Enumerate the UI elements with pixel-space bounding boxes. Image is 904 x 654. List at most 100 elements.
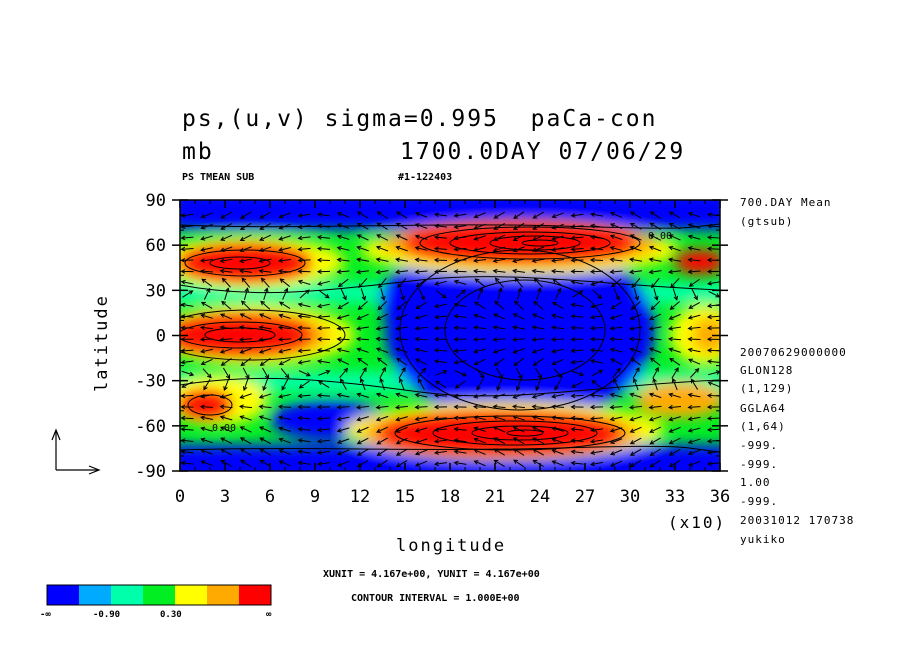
wind-vector-head [200,415,206,421]
wind-vector [239,270,253,273]
wind-vector-head [200,225,206,230]
wind-vector-head [453,426,459,432]
x-multiplier: (x10) [668,513,727,532]
wind-vector [298,213,311,217]
wind-vector [454,360,467,364]
wind-vector-head [535,385,540,392]
wind-vector [650,437,661,445]
x-tick-label: 12 [350,487,370,507]
wind-vector-head [473,258,478,263]
wind-vector [182,290,193,298]
wind-vector-head [317,438,322,444]
x-tick-label: 33 [665,487,685,507]
wind-vector-head [649,357,655,363]
wind-vector-head [579,371,585,377]
wind-vector-head [629,257,635,263]
wind-vector [337,416,350,420]
wind-vector [279,416,291,421]
wind-vector-head [336,315,342,320]
wind-vector-head [687,404,693,410]
wind-vector-head [668,451,674,456]
wind-vector [590,394,604,397]
wind-vector [591,303,603,308]
wind-vector-head [551,460,557,465]
wind-vector-head [570,235,576,241]
wind-vector-head [397,283,402,289]
wind-vector [688,259,701,262]
wind-vector-head [532,236,538,241]
wind-vector [669,313,681,320]
wind-vector [201,235,213,240]
wind-vector-head [610,462,616,467]
wind-vector-head [609,336,615,342]
wind-vector-head [629,326,635,331]
wind-vector [339,368,348,379]
wind-vector-head [610,211,616,217]
wind-vector [512,270,526,273]
wind-vector [612,368,621,379]
wind-vector-head [433,257,439,263]
wind-vector-head [453,257,459,263]
wind-vector-head [609,404,615,410]
wind-vector [240,258,252,262]
wind-vector [377,211,388,219]
wind-vector-head [629,347,635,352]
wind-vector [317,349,331,352]
wind-vector [552,427,564,432]
wind-vector [279,438,291,444]
wind-vector [669,223,681,230]
wind-vector-head [376,357,382,363]
wind-vector-head [180,325,186,331]
wind-vector [477,288,483,300]
info-glon-range: (1,129) [740,382,794,395]
wind-vector-head [441,293,447,299]
wind-vector-head [356,392,362,398]
wind-vector [513,211,525,219]
wind-vector-head [414,416,420,422]
wind-vector [591,213,603,217]
wind-vector [571,381,584,388]
wind-vector [317,439,331,443]
wind-vector [552,438,564,444]
wind-vector-head [706,438,712,444]
wind-vector [454,280,467,286]
wind-vector [669,393,681,398]
wind-vector [201,278,213,287]
wind-vector-head [434,223,439,229]
wind-vector-head [492,325,498,330]
wind-vector [434,213,448,217]
wind-vector-head [277,268,283,274]
wind-vector [571,360,584,364]
wind-vector [552,394,564,398]
wind-vector [415,348,428,353]
wind-vector [630,437,642,445]
wind-vector-head [629,269,634,275]
wind-vector-head [453,393,459,399]
wind-vector-head [629,428,635,433]
wind-vector-head [298,384,304,389]
wind-vector [533,460,544,467]
wind-vector-head [654,366,659,372]
wind-vector [377,357,388,366]
wind-vector [516,288,522,301]
colorbar-swatch [207,585,239,605]
wind-vector-head [180,438,186,443]
wind-vector [181,462,194,465]
wind-vector [279,246,291,251]
wind-vector-head [473,313,479,319]
wind-vector [396,393,408,398]
wind-vector [181,315,194,318]
wind-vector [590,417,604,420]
wind-vector-head [415,282,421,288]
wind-vector [337,270,350,273]
wind-vector [279,393,291,398]
wind-vector-head [376,315,382,320]
wind-vector-head [706,336,712,342]
wind-vector [551,406,565,408]
wind-vector [357,313,369,320]
wind-vector [493,338,506,341]
wind-vector [317,236,331,239]
wind-vector-head [356,211,362,216]
wind-vector [512,405,526,409]
y-tick-label: 90 [146,191,166,211]
